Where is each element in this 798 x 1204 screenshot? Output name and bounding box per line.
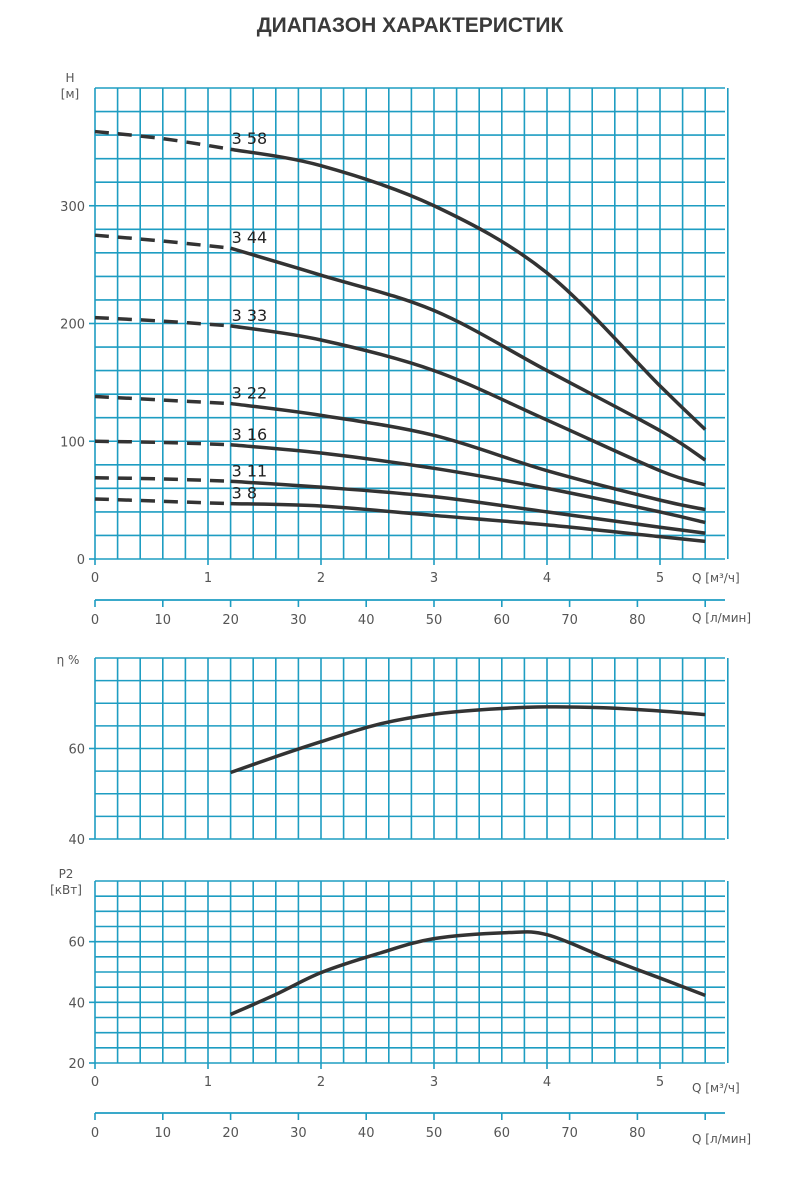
head-axis-unit: [м] [61,87,79,101]
efficiency-curve [230,705,706,775]
power-y-tick-label: 20 [68,1057,85,1072]
power-x-tick-label: 4 [543,1075,551,1090]
power-y-tick-label: 60 [68,936,85,951]
series-label: 3 22 [232,384,268,403]
efficiency-y-tick-label: 40 [68,833,85,848]
power-x2-tick-label: 80 [629,1126,646,1141]
power-x-tick-label: 3 [430,1075,438,1090]
head-x2-tick-label: 20 [222,613,239,628]
head-curve-dashed-3-22 [94,394,231,406]
head-x2-tick-label: 30 [290,613,307,628]
power-x2-tick-label: 60 [494,1126,511,1141]
chart-title: ДИАПАЗОН ХАРАКТЕРИСТИК [257,14,564,37]
head-curve-dashed-3-44 [94,233,231,250]
power-y-tick-label: 40 [68,996,85,1011]
series-label: 3 58 [232,129,268,148]
head-x2-tick-label: 80 [629,613,646,628]
head-x-axis-label: Q [м³/ч] [692,571,740,585]
power-x2-axis-label: Q [л/мин] [692,1132,751,1146]
series-label: 3 16 [232,425,268,444]
head-x2-tick-label: 40 [358,613,375,628]
head-x-tick-label: 2 [317,571,325,586]
efficiency-y-tick-label: 60 [68,743,85,758]
power-x-tick-label: 1 [204,1075,212,1090]
head-axis-label: H [65,71,74,85]
head-curve-3-44 [230,246,707,462]
head-x-tick-label: 0 [91,571,99,586]
power-x2-tick-label: 20 [222,1126,239,1141]
head-curve-3-33 [230,324,706,487]
power-x2-tick-label: 70 [561,1126,578,1141]
series-label: 3 44 [232,228,268,247]
power-curve [229,930,706,1017]
head-curve-dashed-3-58 [94,129,231,151]
head-y-tick-label: 100 [60,435,85,450]
head-y-tick-label: 200 [60,318,85,333]
power-x2-tick-label: 0 [91,1126,99,1141]
series-label: 3 8 [232,484,257,503]
head-x-tick-label: 4 [543,571,551,586]
efficiency-panel: 40 60 [68,657,729,848]
power-x-tick-label: 5 [656,1075,664,1090]
head-curve-3-11 [230,479,706,535]
head-x2-axis-label: Q [л/мин] [692,611,751,625]
head-curve-dashed-3-8 [94,497,231,506]
head-curve-dashed-3-33 [94,315,231,328]
head-x-tick-label: 3 [430,571,438,586]
power-x-tick-label: 0 [91,1075,99,1090]
head-y-tick-label: 0 [77,553,85,568]
power-x2-tick-label: 50 [426,1126,443,1141]
head-curve-3-8 [230,501,706,544]
head-curve-3-16 [230,443,706,525]
head-x-tick-label: 5 [656,571,664,586]
head-x2-tick-label: 10 [155,613,172,628]
head-x2-tick-label: 0 [91,613,99,628]
series-label: 3 11 [232,461,268,480]
head-curve-dashed-3-16 [94,439,231,447]
power-x2-tick-label: 10 [155,1126,172,1141]
power-x-tick-label: 2 [317,1075,325,1090]
power-axis-unit: [кВт] [50,883,82,897]
head-x2-tick-label: 50 [426,613,443,628]
head-x-tick-label: 1 [204,571,212,586]
power-x2-tick-label: 40 [358,1126,375,1141]
head-curve-dashed-3-11 [94,476,231,484]
head-x2-tick-label: 70 [561,613,578,628]
head-curve-3-22 [230,401,706,512]
power-axis-label: P2 [59,867,74,881]
head-curve-3-58 [230,147,707,431]
series-label: 3 33 [232,306,268,325]
power-x-axis-label: Q [м³/ч] [692,1081,740,1095]
head-x2-tick-label: 60 [494,613,511,628]
efficiency-axis-label: η % [57,653,80,667]
head-y-tick-label: 300 [60,200,85,215]
power-x2-tick-label: 30 [290,1126,307,1141]
